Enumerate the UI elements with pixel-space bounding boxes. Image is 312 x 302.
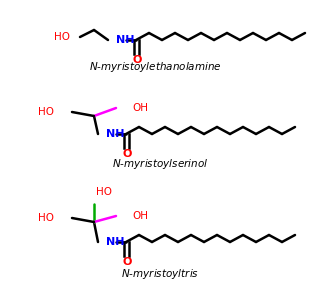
Text: HO: HO <box>38 107 54 117</box>
Text: OH: OH <box>132 211 148 221</box>
Text: O: O <box>122 257 132 267</box>
Text: O: O <box>132 55 142 65</box>
Text: HO: HO <box>38 213 54 223</box>
Text: NH: NH <box>106 129 124 139</box>
Text: $\it{N}$-myristoylethanolamine: $\it{N}$-myristoylethanolamine <box>89 60 222 74</box>
Text: $\it{N}$-myristoylserinol: $\it{N}$-myristoylserinol <box>112 157 208 171</box>
Text: NH: NH <box>106 237 124 247</box>
Text: HO: HO <box>54 32 70 42</box>
Text: OH: OH <box>132 103 148 113</box>
Text: O: O <box>122 149 132 159</box>
Text: $\it{N}$-myristoyltris: $\it{N}$-myristoyltris <box>121 267 199 281</box>
Text: NH: NH <box>116 35 134 45</box>
Text: HO: HO <box>96 187 112 197</box>
